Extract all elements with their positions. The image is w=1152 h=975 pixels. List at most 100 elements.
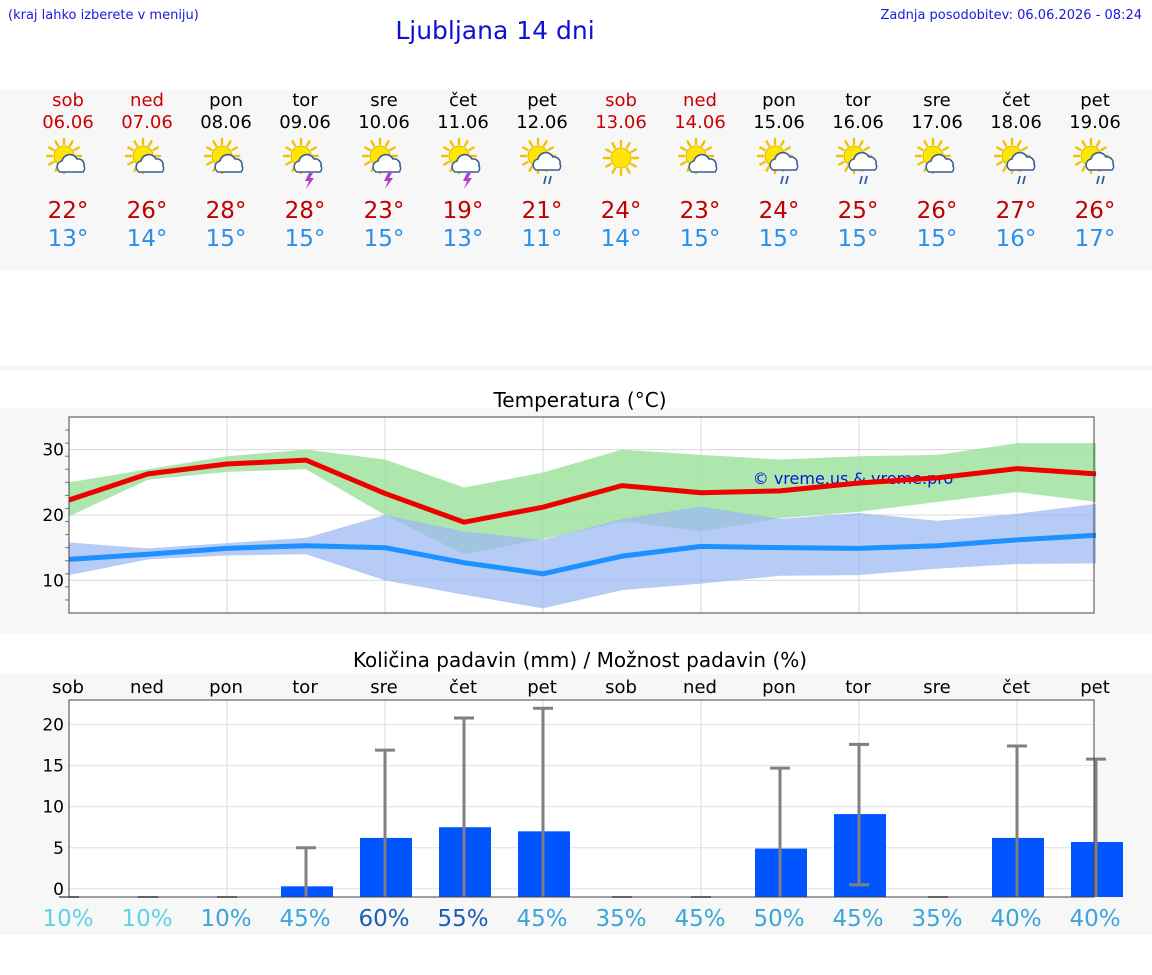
- y-tick-label: 15: [42, 757, 64, 777]
- day-label: pet: [1080, 677, 1110, 698]
- sun-cloud-icon: [198, 136, 254, 196]
- y-tick-label: 10: [42, 571, 64, 591]
- precipitation-chart: sob ned pon tor sre čet pet sob ned pon tor sre čet p…: [42, 677, 1123, 932]
- day-name: sre: [370, 90, 398, 111]
- day-date: 12.06: [516, 112, 568, 133]
- forecast-strip: [0, 90, 1152, 270]
- max-temperature: 21°: [521, 198, 563, 224]
- day-date: 10.06: [358, 112, 410, 133]
- day-label: ned: [130, 677, 164, 698]
- sun-rain-icon: [830, 136, 886, 196]
- precip-probability: 10%: [200, 906, 251, 932]
- min-temperature-line: [68, 532, 1097, 577]
- sun-cloud-icon: [672, 136, 728, 196]
- day-date: 09.06: [279, 112, 331, 133]
- sun-cloud-icon: [119, 136, 175, 196]
- y-tick-label: 30: [42, 441, 64, 461]
- min-temperature: 16°: [995, 226, 1037, 252]
- day-label: sre: [923, 677, 950, 698]
- day-name: pet: [527, 90, 557, 111]
- day-date: 19.06: [1069, 112, 1121, 133]
- day-name: pon: [762, 90, 796, 111]
- page-title: Ljubljana 14 dni: [395, 16, 595, 45]
- max-temperature: 27°: [995, 198, 1037, 224]
- day-date: 18.06: [990, 112, 1042, 133]
- min-temperature: 14°: [126, 226, 168, 252]
- y-tick-label: 10: [42, 798, 64, 818]
- max-temperature: 26°: [126, 198, 168, 224]
- forecast-days: sob 06.06 22° 13° ned 07.06 26° 14° pon 08.06 28° 1…: [0, 0, 1152, 270]
- sun-rain-icon: [1067, 136, 1123, 196]
- min-temperature: 14°: [600, 226, 642, 252]
- sun-rain-icon: [514, 136, 570, 196]
- max-temperature: 24°: [758, 198, 800, 224]
- y-tick-label: 20: [42, 716, 64, 736]
- precip-probability: 60%: [358, 906, 409, 932]
- precip-probability: 45%: [832, 906, 883, 932]
- precip-probability: 45%: [279, 906, 330, 932]
- day-date: 13.06: [595, 112, 647, 133]
- precip-probability: 55%: [437, 906, 488, 932]
- precip-probability: 45%: [516, 906, 567, 932]
- temperature-chart-title: Temperatura (°C): [493, 388, 667, 412]
- day-date: 06.06: [42, 112, 94, 133]
- y-tick-label: 20: [42, 506, 64, 526]
- day-label: sob: [52, 677, 84, 698]
- day-label: tor: [292, 677, 318, 698]
- temperature-chart: 10 20 30 © vreme.us & vreme.pro: [42, 416, 1097, 614]
- day-date: 11.06: [437, 112, 489, 133]
- plot-border: [68, 416, 1095, 614]
- min-temperature: 15°: [205, 226, 247, 252]
- day-date: 16.06: [832, 112, 884, 133]
- day-name: pet: [1080, 90, 1110, 111]
- plot-area: [69, 700, 1094, 897]
- sun-thunder-icon: [435, 136, 491, 196]
- day-name: tor: [845, 90, 871, 111]
- max-temperature: 26°: [916, 198, 958, 224]
- precip-probability: 35%: [595, 906, 646, 932]
- precip-probability: 10%: [42, 906, 93, 932]
- min-temperature: 17°: [1074, 226, 1116, 252]
- day-date: 08.06: [200, 112, 252, 133]
- precip-probability: 40%: [990, 906, 1041, 932]
- min-temperature: 15°: [284, 226, 326, 252]
- sun-rain-icon: [751, 136, 807, 196]
- day-name: sob: [52, 90, 84, 111]
- day-name: ned: [130, 90, 164, 111]
- day-name: sre: [923, 90, 951, 111]
- y-tick-label: 0: [53, 880, 64, 900]
- max-temperature: 25°: [837, 198, 879, 224]
- max-temperature: 23°: [363, 198, 405, 224]
- watermark: © vreme.us & vreme.pro: [753, 469, 954, 488]
- day-label: pon: [762, 677, 796, 698]
- max-temperature: 24°: [600, 198, 642, 224]
- max-temperature: 26°: [1074, 198, 1116, 224]
- day-name: tor: [292, 90, 318, 111]
- precip-probability: 40%: [1069, 906, 1120, 932]
- day-name: ned: [683, 90, 717, 111]
- max-temperature-line: [68, 457, 1097, 525]
- min-temperature: 11°: [521, 226, 563, 252]
- location-hint: (kraj lahko izberete v meniju): [8, 8, 199, 23]
- day-date: 07.06: [121, 112, 173, 133]
- sun-icon: [593, 136, 649, 196]
- min-range-band: [69, 503, 1096, 609]
- min-temperature: 15°: [363, 226, 405, 252]
- last-updated: Zadnja posodobitev: 06.06.2026 - 08:24: [880, 8, 1142, 23]
- precip-probability: 45%: [674, 906, 725, 932]
- day-label: ned: [683, 677, 717, 698]
- precipitation-chart-title: Količina padavin (mm) / Možnost padavin …: [352, 648, 808, 672]
- day-name: sob: [605, 90, 637, 111]
- day-label: pon: [209, 677, 243, 698]
- max-temperature: 28°: [284, 198, 326, 224]
- max-temperature: 23°: [679, 198, 721, 224]
- day-date: 15.06: [753, 112, 805, 133]
- sun-rain-icon: [988, 136, 1044, 196]
- day-label: pet: [527, 677, 557, 698]
- min-temperature: 13°: [442, 226, 484, 252]
- sun-cloud-icon: [909, 136, 965, 196]
- min-temperature: 15°: [837, 226, 879, 252]
- sun-thunder-icon: [277, 136, 333, 196]
- min-temperature: 15°: [758, 226, 800, 252]
- day-label: sre: [370, 677, 397, 698]
